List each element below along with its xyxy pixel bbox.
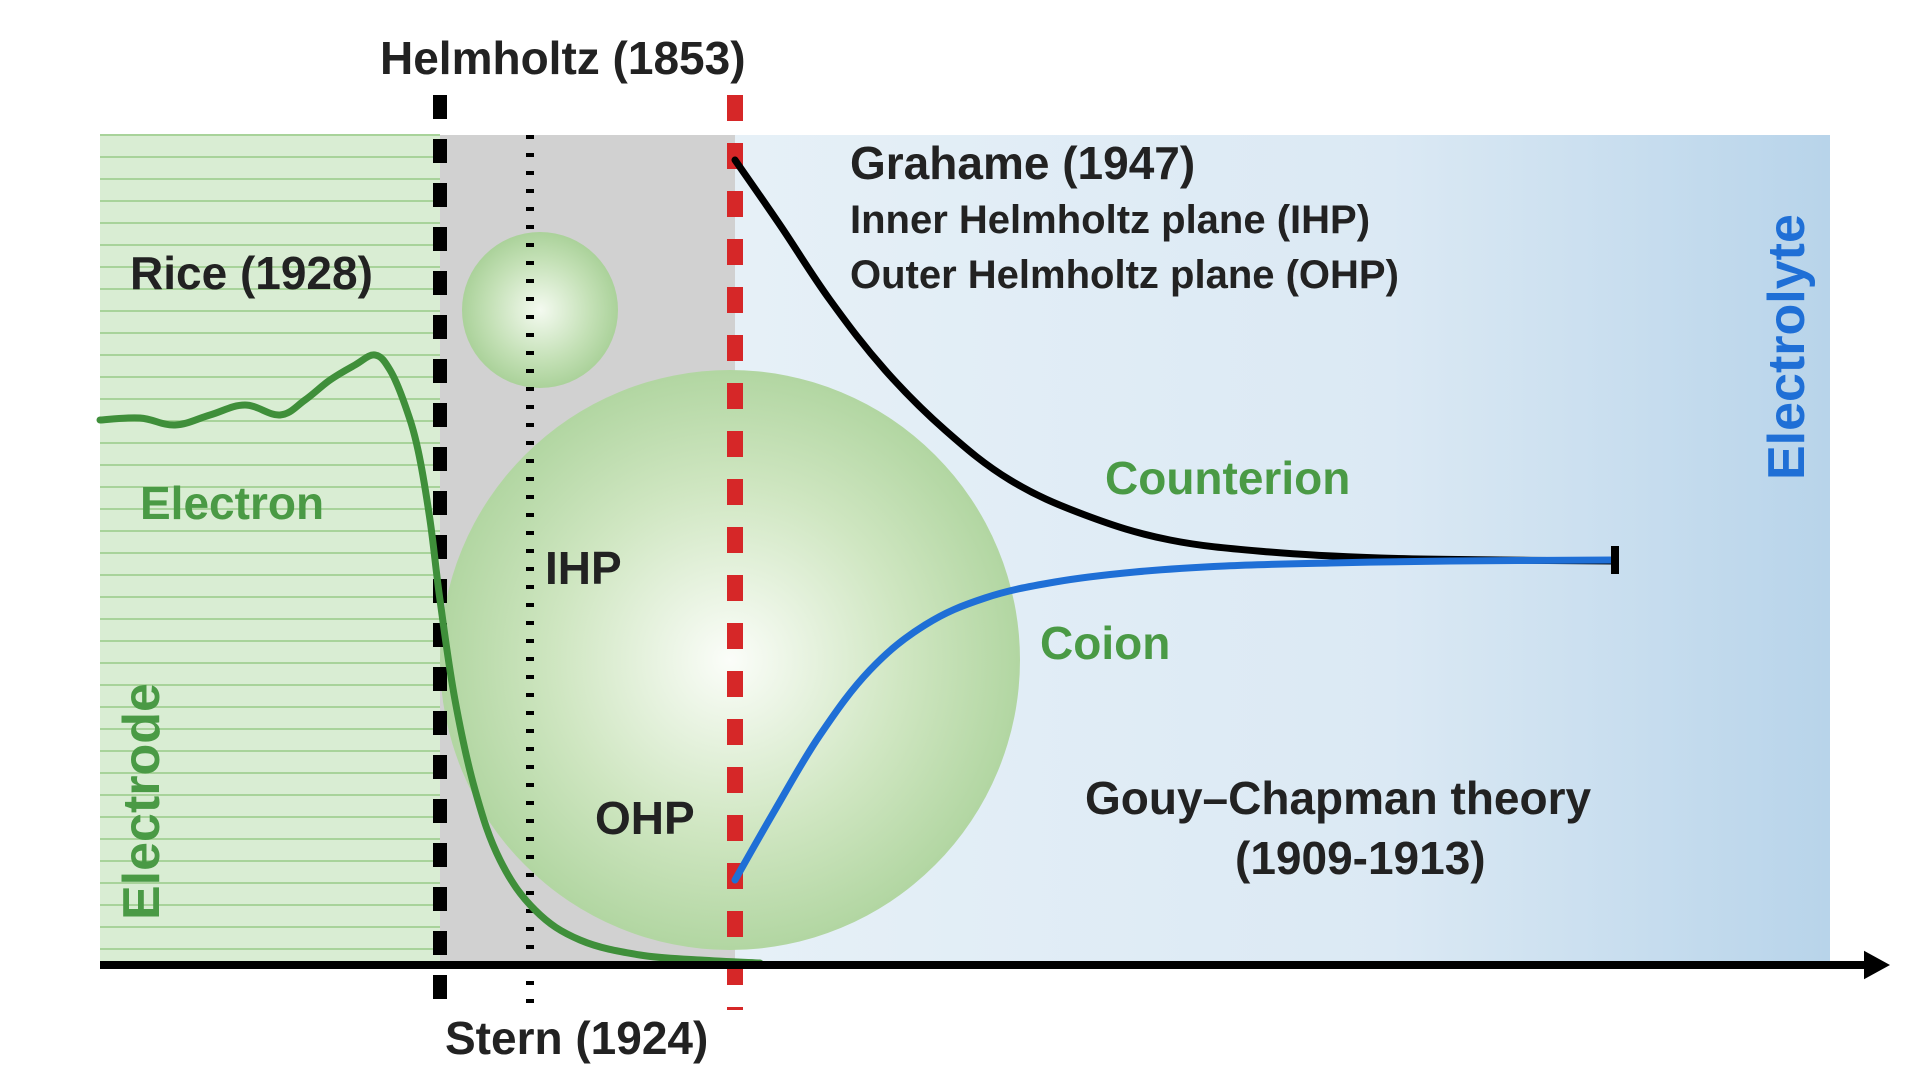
small-ion (462, 232, 618, 388)
label-gouy2: (1909-1913) (1235, 830, 1486, 888)
label-stern: Stern (1924) (445, 1010, 708, 1068)
label-counterion: Counterion (1105, 450, 1350, 508)
label-electrode_v: Electrode (110, 683, 175, 920)
label-grahame3: Outer Helmholtz plane (OHP) (850, 250, 1399, 300)
label-ihp: IHP (545, 540, 622, 598)
label-grahame2: Inner Helmholtz plane (IHP) (850, 195, 1370, 245)
label-electron: Electron (140, 475, 324, 533)
label-ohp: OHP (595, 790, 695, 848)
label-electrolyte_v: Electrolyte (1755, 214, 1820, 480)
x-axis-arrow (1864, 951, 1890, 980)
label-rice: Rice (1928) (130, 245, 373, 303)
label-helmholtz: Helmholtz (1853) (380, 30, 746, 88)
diagram-root: Helmholtz (1853) Stern (1924) Rice (1928) E… (0, 0, 1920, 1080)
label-gouy1: Gouy–Chapman theory (1085, 770, 1591, 828)
label-coion: Coion (1040, 615, 1170, 673)
label-grahame1: Grahame (1947) (850, 135, 1195, 193)
